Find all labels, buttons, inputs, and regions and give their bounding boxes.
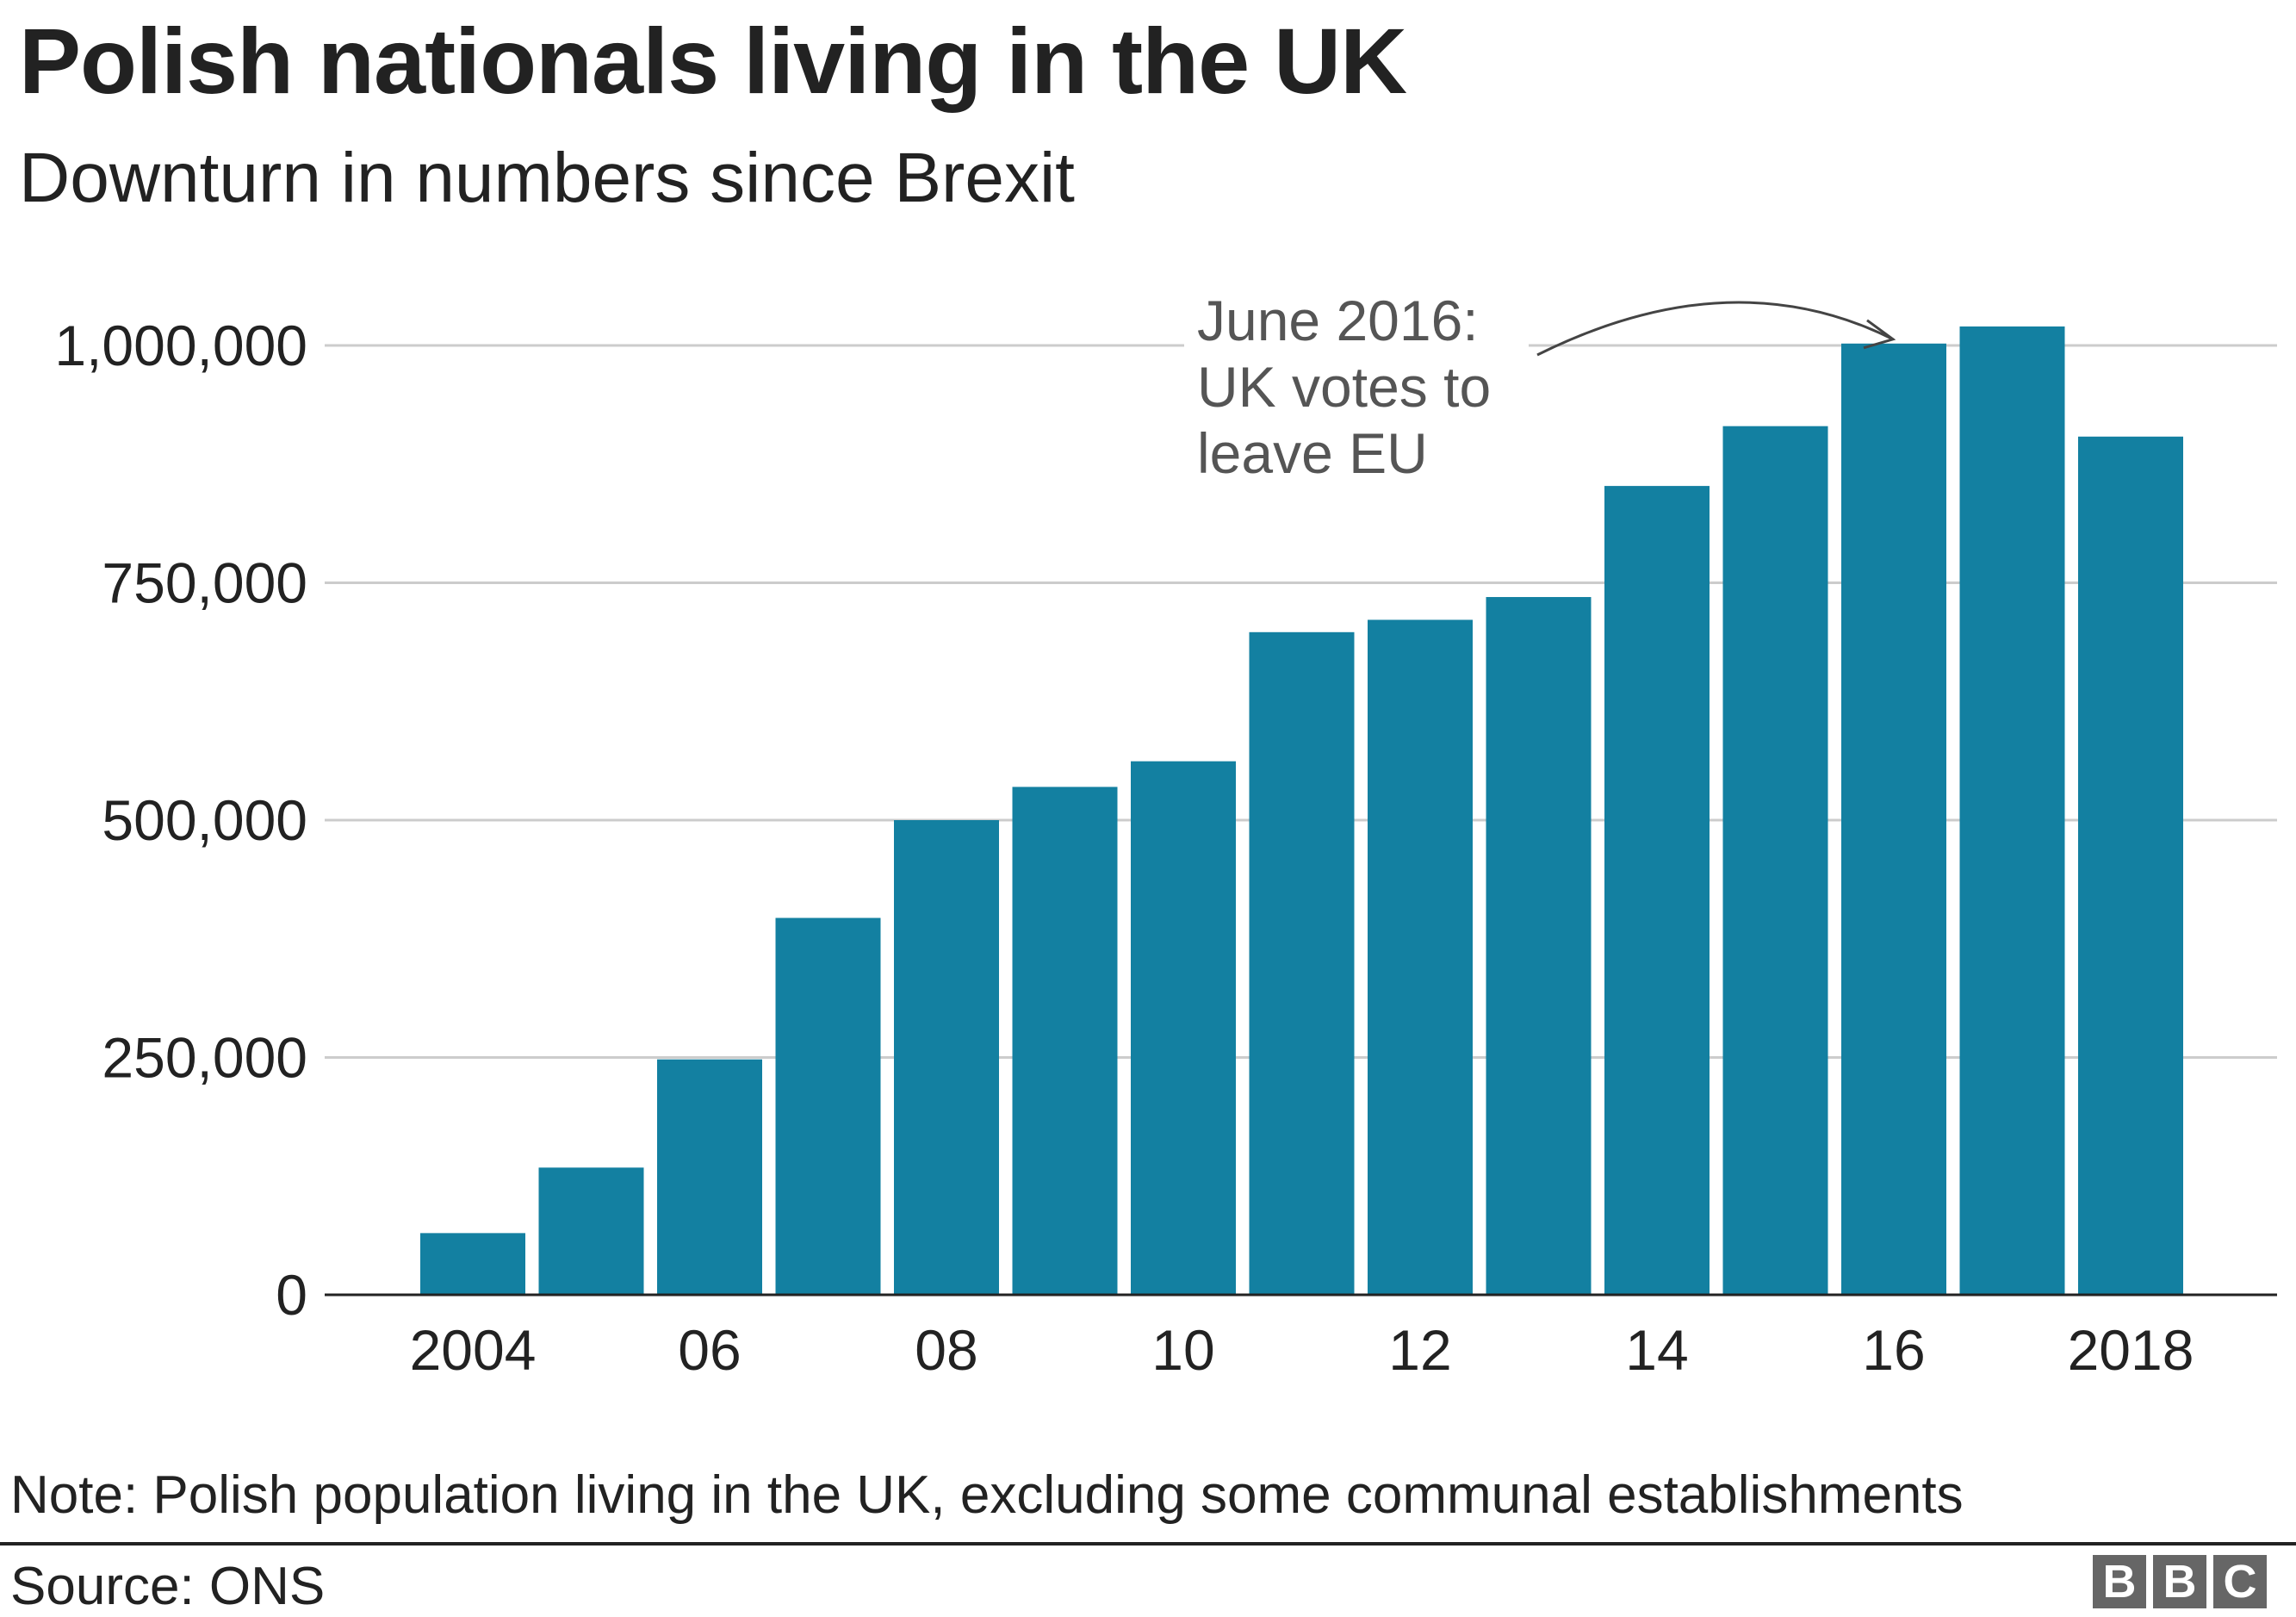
bar-2011 [1249, 631, 1355, 1295]
chart-note: Note: Polish population living in the UK… [10, 1465, 1964, 1525]
bar-2006 [657, 1059, 762, 1295]
bar-2012 [1368, 619, 1473, 1295]
bar-2016 [1841, 343, 1946, 1295]
x-tick-label: 06 [678, 1318, 741, 1382]
x-tick-label: 16 [1862, 1318, 1925, 1382]
bar-2009 [1012, 787, 1118, 1295]
logo-block: B [2153, 1555, 2206, 1608]
annotation-text: leave EU [1197, 421, 1428, 485]
x-tick-label: 2018 [2068, 1318, 2194, 1382]
bar-2015 [1722, 426, 1828, 1295]
x-tick-label: 10 [1151, 1318, 1214, 1382]
logo-block: B [2093, 1555, 2146, 1608]
chart-source: Source: ONS [10, 1557, 326, 1616]
y-tick-label: 750,000 [102, 551, 307, 615]
bar-2013 [1486, 597, 1592, 1295]
y-tick-label: 1,000,000 [54, 314, 307, 377]
bar-2017 [1959, 326, 2065, 1296]
y-tick-label: 500,000 [102, 788, 307, 852]
x-tick-label: 2004 [410, 1318, 537, 1382]
chart-title: Polish nationals living in the UK [19, 9, 1407, 113]
x-tick-label: 14 [1625, 1318, 1688, 1382]
logo-block: C [2213, 1555, 2267, 1608]
y-tick-label: 250,000 [102, 1026, 307, 1090]
annotation-text: UK votes to [1197, 355, 1491, 419]
bar-chart: 0 250,000 500,000 750,000 1,000,000 2004 06 08 1… [54, 267, 2277, 1382]
bar-2010 [1131, 761, 1236, 1295]
annotation-background [1184, 267, 1529, 482]
bar-2004 [420, 1233, 525, 1295]
bar-2005 [538, 1167, 644, 1295]
x-tick-label: 12 [1388, 1318, 1451, 1382]
bar-2008 [894, 820, 999, 1295]
divider [0, 1542, 2296, 1545]
annotation-arrow [1536, 301, 1894, 357]
annotation-text: June 2016: [1197, 289, 1479, 352]
chart-subtitle: Downturn in numbers since Brexit [19, 139, 1075, 217]
bar-2007 [775, 917, 881, 1295]
bar-2014 [1604, 486, 1710, 1295]
bar-2018 [2078, 436, 2183, 1295]
y-tick-label: 0 [276, 1263, 307, 1327]
arrowhead-icon [1863, 319, 1896, 350]
x-tick-label: 08 [915, 1318, 977, 1382]
